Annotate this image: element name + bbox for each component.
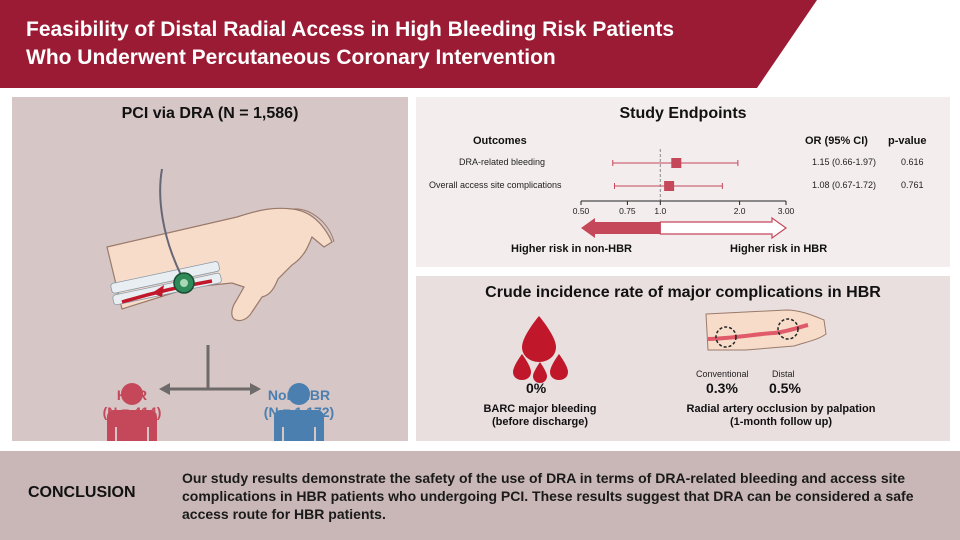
occlusion-label-2: (1-month follow up) xyxy=(729,416,833,428)
row-2-p: 0.761 xyxy=(901,180,924,190)
x-tick-label-4: 2.0 xyxy=(733,206,746,216)
distal-label: Distal xyxy=(772,369,795,379)
outcomes-header: Outcomes xyxy=(473,135,527,147)
conventional-value: 0.3% xyxy=(706,380,738,396)
row-1-label: DRA-related bleeding xyxy=(459,157,546,167)
bleeding-label-2: (before discharge) xyxy=(492,416,588,428)
title-banner-tail xyxy=(757,0,817,88)
page-title: Feasibility of Distal Radial Access in H… xyxy=(26,16,766,72)
hbr-label-group: HBR (N = 414) xyxy=(80,387,184,421)
or-point-1 xyxy=(671,158,682,168)
conventional-site-marker xyxy=(715,326,737,348)
incidence-panel: Crude incidence rate of major complicati… xyxy=(416,276,950,441)
title-line-1: Feasibility of Distal Radial Access in H… xyxy=(26,18,675,41)
conclusion-label: CONCLUSION xyxy=(28,484,136,501)
title-banner xyxy=(0,0,757,88)
forest-plot xyxy=(580,149,788,240)
endpoints-title: Study Endpoints xyxy=(619,105,747,122)
non-hbr-count: (N = 1,172) xyxy=(263,404,335,420)
blood-drops-icon xyxy=(513,316,568,383)
or-point-2 xyxy=(664,181,675,191)
non-hbr-label: Non-HBR xyxy=(267,387,331,403)
distal-value: 0.5% xyxy=(769,380,801,396)
arrow-non-hbr xyxy=(581,218,661,238)
forearm-illustration xyxy=(705,309,827,351)
conventional-label: Conventional xyxy=(696,369,749,379)
endpoints-panel: Study Endpoints Outcomes OR (95% CI) p-v… xyxy=(416,97,950,267)
title-line-2: Who Underwent Percutaneous Coronary Inte… xyxy=(26,46,556,69)
bleeding-value: 0% xyxy=(526,380,547,396)
non-hbr-person-icon xyxy=(274,383,324,441)
arrow-right-head xyxy=(250,383,261,395)
or-header: OR (95% CI) xyxy=(805,135,868,147)
x-tick-label-5: 3.00 xyxy=(777,206,795,216)
incidence-title: Crude incidence rate of major complicati… xyxy=(485,284,881,301)
arrow-left-label: Higher risk in non-HBR xyxy=(511,243,633,255)
hand-illustration xyxy=(106,168,335,322)
conclusion-text: Our study results demonstrate the safety… xyxy=(182,470,914,522)
row-1-or: 1.15 (0.66-1.97) xyxy=(812,157,877,167)
incidence-illustrations xyxy=(513,309,827,383)
occlusion-label-1: Radial artery occlusion by palpation xyxy=(686,403,876,415)
x-tick-label-1: 0.50 xyxy=(572,206,590,216)
conclusion-panel xyxy=(0,451,960,540)
x-tick-label-2: 0.75 xyxy=(619,206,636,216)
row-2-label: Overall access site complications xyxy=(429,180,562,190)
p-header: p-value xyxy=(888,135,927,147)
hbr-label: HBR xyxy=(116,387,148,403)
cohort-panel: PCI via DRA (N = 1,586) xyxy=(12,97,408,441)
distal-site-marker xyxy=(777,318,799,340)
cohort-illustration xyxy=(106,168,335,441)
arrow-hbr xyxy=(659,216,788,240)
x-tick-label-3: 1.0 xyxy=(654,206,667,216)
arrow-left-head xyxy=(159,383,170,395)
non-hbr-label-group: Non-HBR (N = 1,172) xyxy=(237,387,361,421)
hbr-person-icon xyxy=(107,383,157,441)
row-1-p: 0.616 xyxy=(901,157,924,167)
arrow-right-label: Higher risk in HBR xyxy=(730,243,828,255)
row-2-or: 1.08 (0.67-1.72) xyxy=(812,180,877,190)
bleeding-label-1: BARC major bleeding xyxy=(483,403,597,415)
hbr-count: (N = 414) xyxy=(102,404,162,420)
cohort-title: PCI via DRA (N = 1,586) xyxy=(121,105,299,122)
